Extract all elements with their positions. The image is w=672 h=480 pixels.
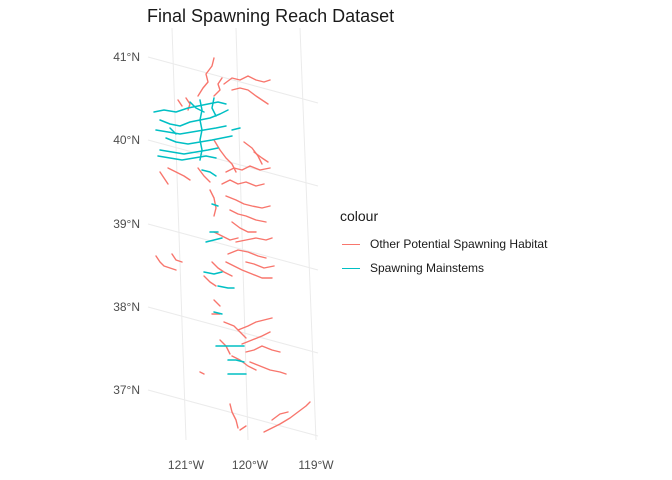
mainstem-reach xyxy=(217,285,235,289)
stream-reach xyxy=(225,165,271,173)
legend-label: Other Potential Spawning Habitat xyxy=(370,237,548,251)
stream-reach xyxy=(209,189,217,217)
legend-title: colour xyxy=(340,208,379,224)
stream-reach xyxy=(171,253,183,263)
legend-label: Spawning Mainstems xyxy=(370,261,485,275)
stream-reach xyxy=(199,371,205,375)
stream-reach xyxy=(241,331,271,345)
latitude-labels: 41°N 40°N 39°N 38°N 37°N xyxy=(113,50,140,397)
legend-key-line xyxy=(340,239,362,249)
mainstem-reach xyxy=(211,203,219,207)
stream-reach xyxy=(235,237,273,243)
latitude-gridline xyxy=(147,56,319,104)
stream-reach xyxy=(213,299,221,307)
latitude-gridline xyxy=(147,223,319,271)
stream-reach xyxy=(155,255,177,271)
stream-reach xyxy=(225,261,273,279)
other-potential-habitat-streams xyxy=(155,57,311,433)
stream-reach xyxy=(221,179,265,187)
mainstem-reach xyxy=(157,155,217,161)
stream-reach xyxy=(219,339,231,355)
stream-reach xyxy=(245,345,281,353)
stream-reach xyxy=(253,151,269,163)
mainstem-reach xyxy=(203,271,223,275)
stream-reach xyxy=(213,139,237,173)
legend: colour Other Potential Spawning Habitat … xyxy=(340,208,547,280)
stream-reach xyxy=(231,355,257,371)
stream-reach xyxy=(227,249,267,259)
latitude-gridline xyxy=(147,139,319,187)
stream-reach xyxy=(211,261,233,277)
longitude-gridline xyxy=(299,27,317,441)
longitude-label: 121°W xyxy=(168,458,205,472)
mainstem-reach xyxy=(155,125,227,135)
latitude-label: 39°N xyxy=(113,217,140,231)
map-title: Final Spawning Reach Dataset xyxy=(147,6,395,26)
latitude-label: 40°N xyxy=(113,133,140,147)
longitude-label: 119°W xyxy=(298,458,334,472)
mainstem-reach xyxy=(231,127,241,131)
latitude-label: 41°N xyxy=(113,50,140,64)
legend-key-line xyxy=(340,263,362,273)
stream-reach xyxy=(229,209,267,223)
stream-reach xyxy=(271,411,289,421)
stream-reach xyxy=(229,403,239,429)
mainstem-reach xyxy=(201,169,217,177)
stream-reach xyxy=(239,425,247,431)
mainstem-reach xyxy=(189,101,205,113)
stream-reach xyxy=(231,221,257,233)
latitude-label: 38°N xyxy=(113,300,140,314)
stream-reach xyxy=(213,231,239,241)
mainstem-reach xyxy=(213,311,223,315)
latitude-label: 37°N xyxy=(113,383,140,397)
stream-reach xyxy=(213,77,223,97)
stream-reach xyxy=(249,361,287,375)
stream-reach xyxy=(203,275,217,287)
stream-reach xyxy=(197,57,215,97)
mainstem-reach xyxy=(159,109,229,127)
mainstem-reach xyxy=(159,147,219,155)
legend-item-other-habitat: Other Potential Spawning Habitat xyxy=(340,232,547,256)
stream-reach xyxy=(243,141,263,165)
mainstem-reach xyxy=(227,359,245,363)
longitude-gridline xyxy=(171,27,187,441)
latitude-gridlines xyxy=(147,56,319,437)
mainstem-reach xyxy=(199,99,203,161)
latitude-gridline xyxy=(147,306,319,354)
stream-reach xyxy=(263,401,311,433)
longitude-label: 120°W xyxy=(232,458,269,472)
mainstem-reach xyxy=(153,101,227,113)
stream-reach xyxy=(245,261,275,269)
longitude-labels: 121°W 120°W 119°W xyxy=(168,458,334,472)
longitude-gridlines xyxy=(171,27,317,441)
spawning-mainstem-streams xyxy=(153,97,247,375)
mainstem-reach xyxy=(169,127,177,135)
mainstem-reach xyxy=(205,237,223,243)
legend-item-mainstems: Spawning Mainstems xyxy=(340,256,547,280)
stream-reach xyxy=(231,87,269,105)
stream-reach xyxy=(223,321,247,339)
mainstem-reach xyxy=(211,97,217,117)
stream-reach xyxy=(159,171,169,185)
stream-reach xyxy=(237,317,273,331)
stream-reach xyxy=(177,99,183,107)
stream-reach xyxy=(223,75,271,85)
stream-reach xyxy=(225,195,271,209)
longitude-gridline xyxy=(235,27,249,441)
stream-reach xyxy=(197,167,211,183)
stream-reach xyxy=(167,167,191,181)
